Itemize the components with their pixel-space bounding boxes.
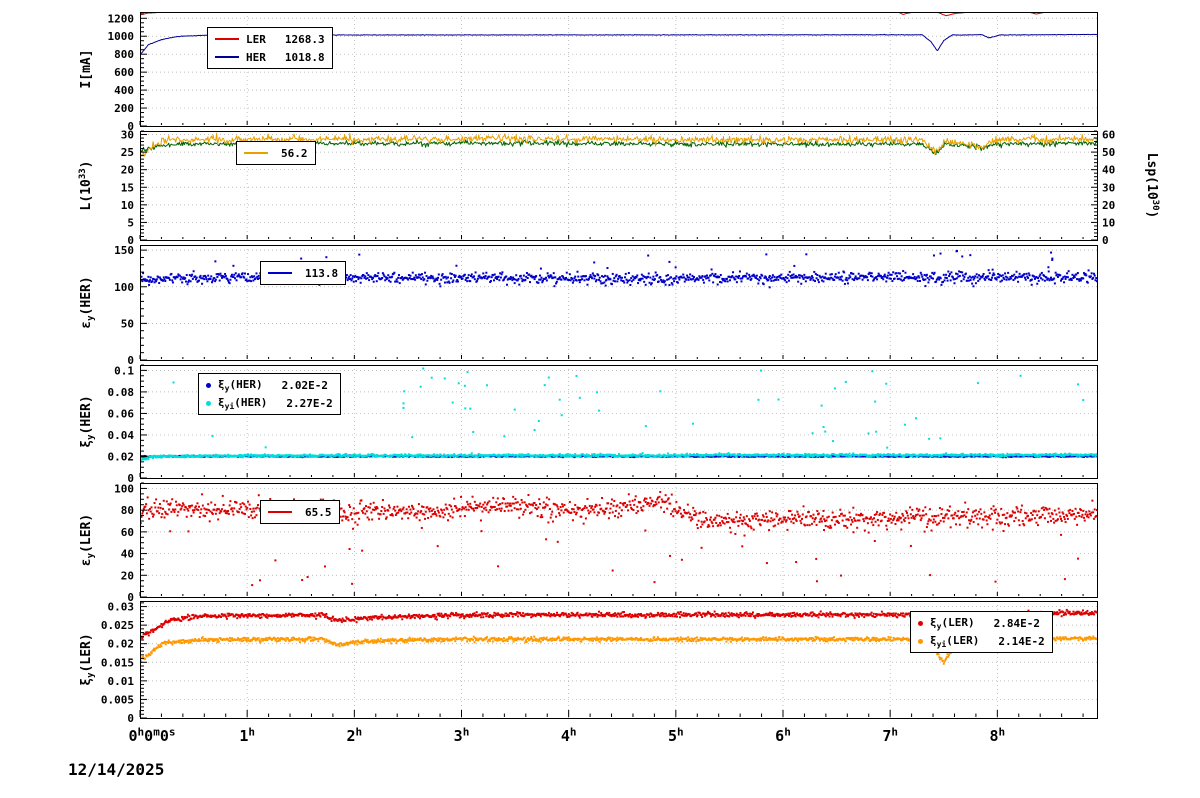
date-label: 12/14/2025 xyxy=(68,760,165,779)
